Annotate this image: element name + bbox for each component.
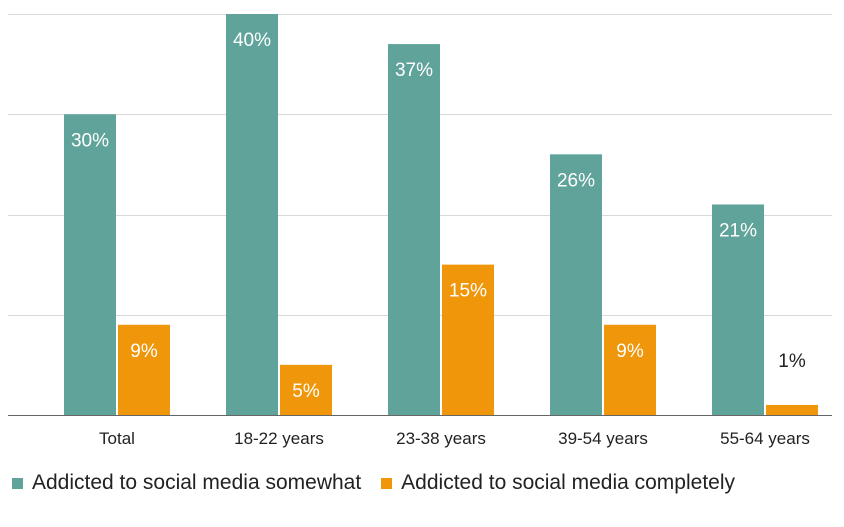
data-label: 40% [233,30,271,51]
data-label: 9% [616,341,644,362]
bar-completely [280,364,332,415]
data-label: 26% [557,170,595,191]
bar-somewhat [226,14,278,415]
legend-swatch-somewhat [12,477,23,489]
x-axis: Total 18-22 years 23-38 years 39-54 years 55… [8,415,832,448]
data-label: 9% [130,341,158,362]
x-tick-label: Total [99,429,135,448]
legend-label-somewhat: Addicted to social media somewhat [32,471,362,494]
bar-somewhat [712,204,764,415]
legend-label-completely: Addicted to social media completely [401,471,736,494]
bar-somewhat [388,44,440,415]
x-tick-label: 23-38 years [396,429,486,448]
x-tick-label: 18-22 years [234,429,324,448]
x-tick-label: 39-54 years [558,429,648,448]
data-label: 30% [71,130,109,151]
bar-somewhat [550,154,602,415]
data-label: 15% [449,281,487,302]
data-label: 1% [778,351,806,372]
data-label: 21% [719,220,757,241]
legend-item-completely: Addicted to social media completely [381,471,735,495]
bar-completely [766,404,818,415]
bars [64,14,818,415]
x-tick-label: 55-64 years [720,429,810,448]
data-label: 37% [395,60,433,81]
bar-completely [442,264,494,415]
legend-swatch-completely [381,477,393,489]
data-label: 5% [292,381,320,402]
bar-somewhat [64,114,116,415]
legend-item-somewhat: Addicted to social media somewhat [12,471,361,495]
data-labels: 30% 9% 40% 5% 37% 15% 26% 9% 21% 1% [71,30,806,402]
legend: Addicted to social media somewhat Addict… [12,471,755,495]
bar-completely [118,324,170,415]
bar-completely [604,324,656,415]
